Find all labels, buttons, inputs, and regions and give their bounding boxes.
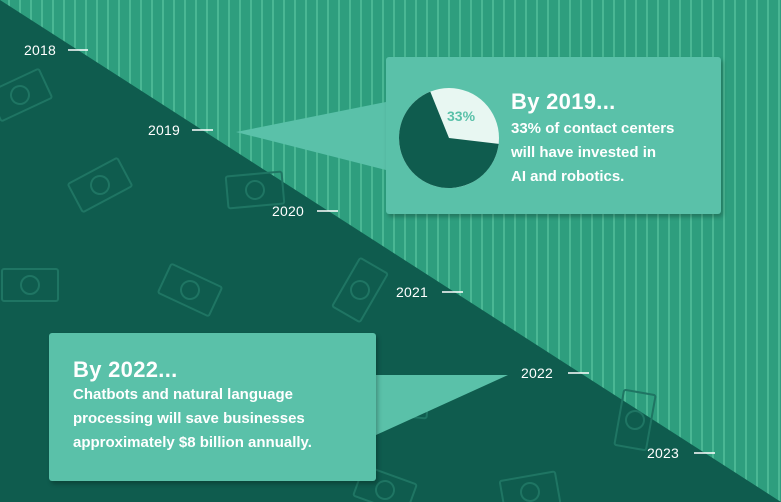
callout-2022: By 2022... Chatbots and natural language… [49,333,376,481]
year-label-2023: 2023 [647,445,679,461]
money-icon [1,268,59,302]
callout-2022-body: Chatbots and natural language processing… [73,383,373,455]
money-icon [498,470,562,502]
money-icon [0,68,53,122]
callout-2022-line2: processing will save businesses [73,410,305,427]
callout-2019-pointer [236,102,386,170]
callout-2019: 33% By 2019... 33% of contact centers wi… [386,57,721,214]
year-label-2020: 2020 [272,203,304,219]
callout-2022-heading: By 2022... [73,357,178,382]
callout-2019-line3: AI and robotics. [511,168,625,185]
callout-2022-line3: approximately $8 billion annually. [73,434,312,451]
money-icon [331,257,389,323]
pie-slice-remaining [399,91,499,188]
year-label-2022: 2022 [521,365,553,381]
callout-2019-line2: will have invested in [511,144,657,161]
money-icon [224,170,286,210]
money-icon [67,157,133,213]
pie-chart-icon [399,88,499,188]
pie-percent-label: 33% [447,108,476,124]
callout-2019-line1: 33% of contact centers [511,120,675,137]
callout-2019-body: 33% of contact centers will have investe… [511,117,716,189]
callout-2019-heading: By 2019... [511,89,616,114]
year-label-2021: 2021 [396,284,428,300]
year-ticks [68,49,715,454]
year-label-2018: 2018 [24,42,56,58]
callout-2022-pointer [376,375,508,435]
year-label-2019: 2019 [148,122,180,138]
money-icon [613,388,657,452]
money-icon [157,263,223,317]
callout-2022-line1: Chatbots and natural language [73,386,294,403]
